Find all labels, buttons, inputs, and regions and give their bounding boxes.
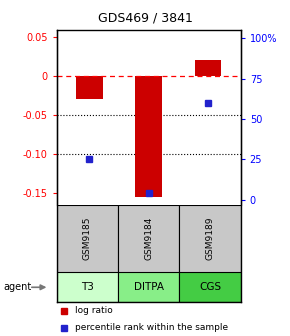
Text: log ratio: log ratio bbox=[75, 306, 113, 315]
Text: GSM9185: GSM9185 bbox=[83, 217, 92, 260]
Bar bbox=[179, 272, 241, 302]
Text: CGS: CGS bbox=[199, 282, 221, 292]
Bar bbox=[135, 76, 162, 197]
Text: agent: agent bbox=[3, 282, 31, 292]
Bar bbox=[195, 60, 221, 76]
Text: percentile rank within the sample: percentile rank within the sample bbox=[75, 323, 228, 332]
Text: DITPA: DITPA bbox=[134, 282, 164, 292]
Bar bbox=[57, 205, 118, 272]
Text: GSM9189: GSM9189 bbox=[206, 217, 215, 260]
Bar bbox=[118, 272, 179, 302]
Text: GDS469 / 3841: GDS469 / 3841 bbox=[97, 12, 193, 25]
Bar bbox=[118, 205, 179, 272]
Text: GSM9184: GSM9184 bbox=[144, 217, 153, 260]
Bar bbox=[179, 205, 241, 272]
Text: T3: T3 bbox=[81, 282, 94, 292]
Bar bbox=[76, 76, 103, 99]
Bar bbox=[57, 272, 118, 302]
